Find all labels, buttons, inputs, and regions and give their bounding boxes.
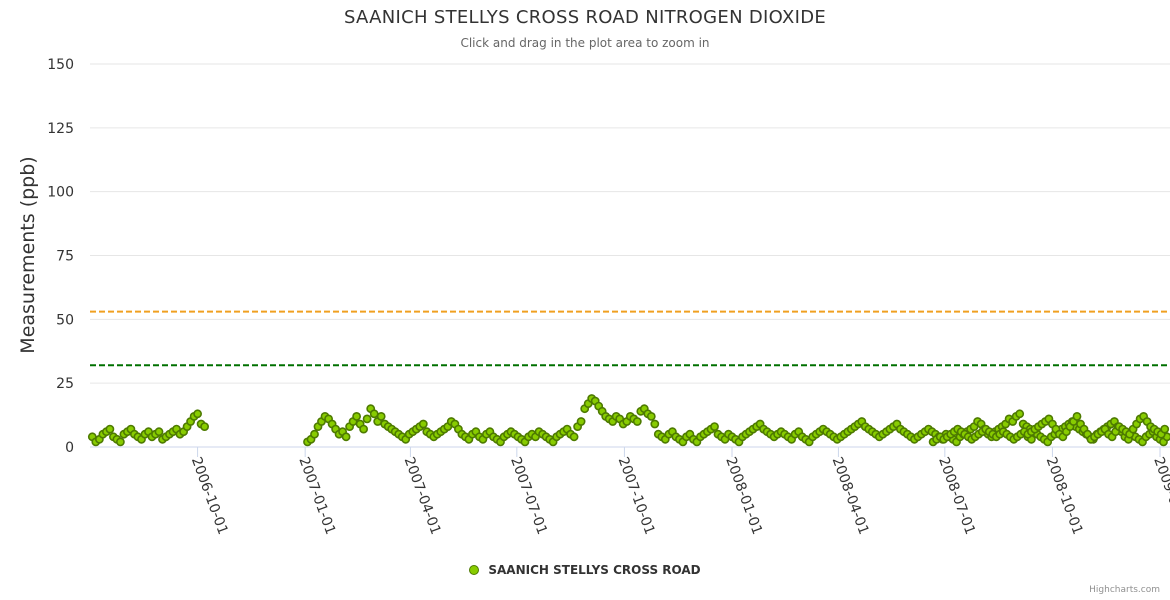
- data-point[interactable]: [341, 432, 351, 442]
- data-point[interactable]: [310, 429, 319, 439]
- data-point[interactable]: [1015, 409, 1025, 419]
- chart-title: SAANICH STELLYS CROSS ROAD NITROGEN DIOX…: [343, 7, 827, 28]
- axes: 0 25 50 75 100 125 150 2006-10-01 2007-01-01 2007…: [47, 57, 1170, 537]
- data-point[interactable]: [1072, 411, 1082, 421]
- data-point[interactable]: [105, 424, 115, 434]
- y-tick-label: 150: [47, 57, 74, 73]
- grid-lines: [90, 63, 1170, 384]
- legend: SAANICH STELLYS CROSS ROAD: [0, 563, 1170, 578]
- y-tick-label: 0: [65, 440, 74, 456]
- x-tick-label: 2006-10-01: [188, 455, 231, 537]
- x-tick-label: 2007-04-01: [401, 455, 444, 537]
- x-tick-label: 2007-10-01: [615, 455, 658, 537]
- x-tick-label: 2008-10-01: [1043, 455, 1086, 537]
- x-tick-label: 2008-04-01: [829, 455, 872, 537]
- y-tick-label: 50: [56, 312, 74, 328]
- data-point[interactable]: [418, 419, 428, 429]
- data-point[interactable]: [650, 419, 660, 429]
- data-point[interactable]: [154, 427, 164, 437]
- x-tick-label: 2009-01-01: [1150, 455, 1170, 537]
- y-tick-label: 75: [56, 249, 74, 265]
- data-point[interactable]: [359, 424, 368, 434]
- data-point[interactable]: [569, 432, 579, 442]
- credits-link[interactable]: Highcharts.com: [1089, 585, 1160, 595]
- data-point[interactable]: [362, 414, 372, 424]
- x-tick-label: 2007-01-01: [295, 455, 338, 537]
- data-point[interactable]: [116, 437, 125, 447]
- data-point[interactable]: [646, 411, 656, 421]
- data-point[interactable]: [632, 417, 642, 426]
- data-points[interactable]: [87, 394, 1170, 447]
- circle-marker-icon: [469, 565, 480, 575]
- legend-item[interactable]: SAANICH STELLYS CROSS ROAD: [469, 563, 701, 577]
- y-tick-label: 125: [47, 121, 74, 137]
- data-point[interactable]: [200, 422, 209, 431]
- threshold-lines: [90, 310, 1170, 367]
- x-tick-label: 2007-07-01: [507, 455, 550, 537]
- y-axis-title: Measurements (ppb): [17, 156, 39, 353]
- y-tick-label: 100: [47, 185, 74, 201]
- data-point[interactable]: [352, 411, 361, 421]
- x-tick-label: 2008-07-01: [935, 455, 978, 537]
- y-tick-label: 25: [56, 376, 74, 392]
- data-point[interactable]: [193, 409, 202, 419]
- data-point[interactable]: [576, 417, 586, 426]
- chart-subtitle: Click and drag in the plot area to zoom …: [460, 36, 710, 50]
- legend-label: SAANICH STELLYS CROSS ROAD: [488, 563, 701, 577]
- data-point[interactable]: [369, 409, 379, 419]
- data-point[interactable]: [710, 422, 719, 431]
- x-tick-label: 2008-01-01: [722, 455, 765, 537]
- data-point[interactable]: [376, 411, 386, 421]
- data-point[interactable]: [1160, 424, 1170, 434]
